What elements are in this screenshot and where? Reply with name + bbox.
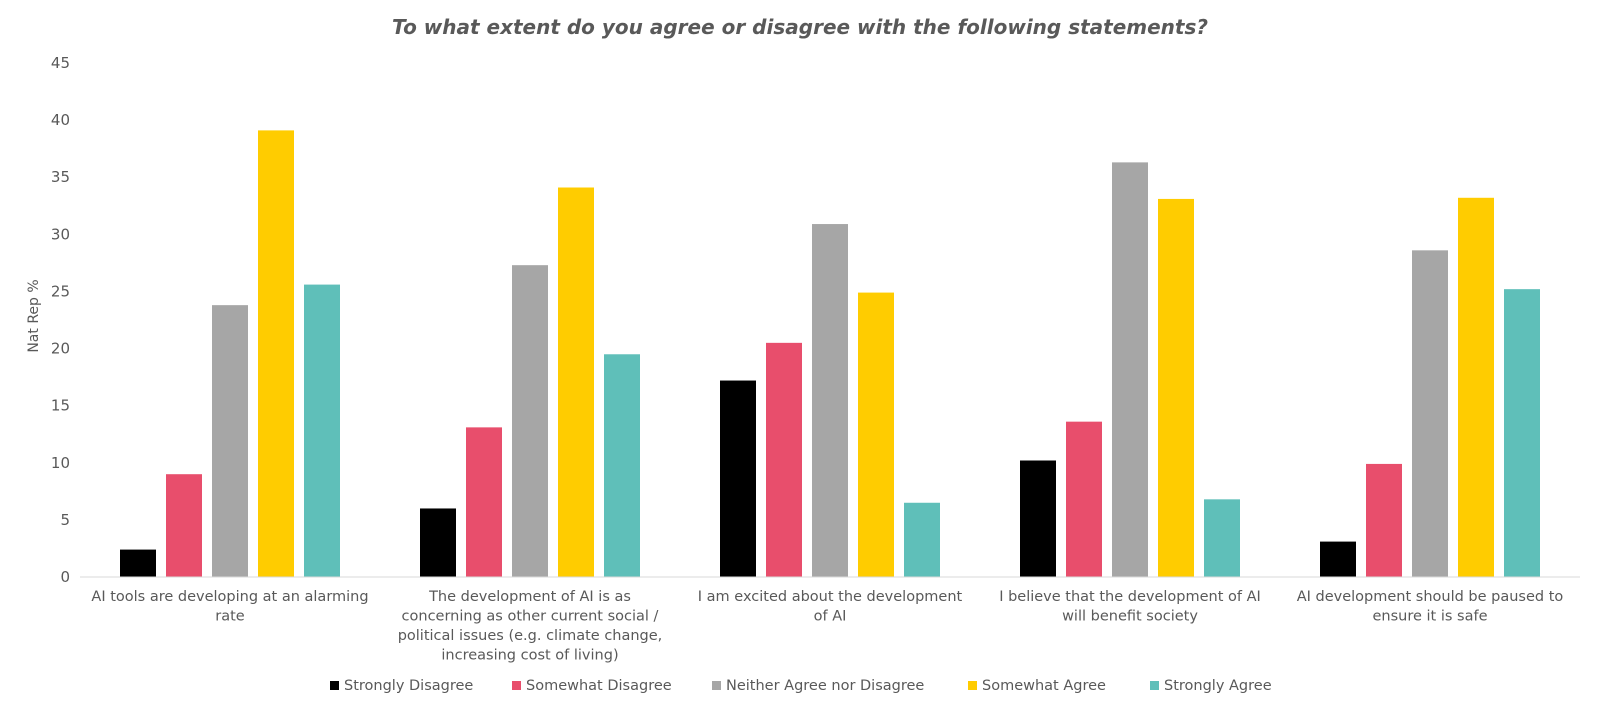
legend: Strongly Disagree Somewhat Disagree Neithe… bbox=[330, 678, 1272, 694]
y-axis-ticks: 0 5 10 15 20 25 30 35 40 45 bbox=[51, 54, 70, 586]
bar-neither-agree-nor-disagree-4 bbox=[1112, 162, 1148, 577]
legend-swatch bbox=[330, 681, 339, 690]
bar-somewhat-disagree-1 bbox=[166, 474, 202, 577]
legend-label: Strongly Disagree bbox=[344, 678, 473, 694]
bar-neither-agree-nor-disagree-3 bbox=[812, 224, 848, 577]
bar-neither-agree-nor-disagree-5 bbox=[1412, 250, 1448, 577]
y-tick-label: 15 bbox=[51, 397, 70, 415]
bar-strongly-agree-1 bbox=[304, 284, 340, 577]
y-tick-label: 0 bbox=[60, 568, 70, 586]
bar-somewhat-disagree-4 bbox=[1066, 421, 1102, 577]
category-labels: AI tools are developing at an alarming ra… bbox=[91, 589, 1563, 664]
legend-swatch bbox=[712, 681, 721, 690]
bar-neither-agree-nor-disagree-2 bbox=[512, 265, 548, 577]
bar-strongly-agree-3 bbox=[904, 502, 940, 577]
bar-somewhat-disagree-2 bbox=[466, 427, 502, 577]
bar-somewhat-agree-1 bbox=[258, 130, 294, 577]
bar-series bbox=[120, 130, 1540, 577]
bar-strongly-agree-2 bbox=[604, 354, 640, 577]
y-tick-label: 35 bbox=[51, 168, 70, 186]
y-tick-label: 40 bbox=[51, 111, 70, 129]
y-tick-label: 10 bbox=[51, 454, 70, 472]
bar-strongly-disagree-2 bbox=[420, 508, 456, 577]
legend-label: Strongly Agree bbox=[1164, 678, 1272, 694]
bar-somewhat-agree-3 bbox=[858, 292, 894, 577]
bar-somewhat-disagree-3 bbox=[766, 342, 802, 577]
legend-swatch bbox=[1150, 681, 1159, 690]
legend-label: Somewhat Disagree bbox=[526, 678, 672, 694]
chart-title: To what extent do you agree or disagree … bbox=[392, 15, 1208, 39]
legend-swatch bbox=[968, 681, 977, 690]
bar-neither-agree-nor-disagree-1 bbox=[212, 305, 248, 577]
category-label: I am excited about the development of AI bbox=[698, 589, 963, 625]
bar-somewhat-agree-4 bbox=[1158, 198, 1194, 577]
legend-swatch bbox=[512, 681, 521, 690]
y-tick-label: 25 bbox=[51, 282, 70, 300]
category-label: I believe that the development of AI will… bbox=[999, 589, 1261, 625]
bar-somewhat-disagree-5 bbox=[1366, 463, 1402, 577]
bar-strongly-disagree-1 bbox=[120, 549, 156, 577]
bar-strongly-agree-5 bbox=[1504, 289, 1540, 577]
legend-label: Somewhat Agree bbox=[982, 678, 1106, 694]
y-tick-label: 45 bbox=[51, 54, 70, 72]
bar-strongly-agree-4 bbox=[1204, 499, 1240, 577]
y-tick-label: 30 bbox=[51, 225, 70, 243]
bar-somewhat-agree-2 bbox=[558, 187, 594, 577]
category-label: The development of AI is as concerning as… bbox=[398, 589, 663, 664]
y-axis-label: Nat Rep % bbox=[26, 279, 42, 352]
legend-label: Neither Agree nor Disagree bbox=[726, 678, 924, 694]
bar-strongly-disagree-4 bbox=[1020, 460, 1056, 577]
bar-strongly-disagree-3 bbox=[720, 380, 756, 577]
bar-somewhat-agree-5 bbox=[1458, 197, 1494, 577]
category-label: AI tools are developing at an alarming ra… bbox=[91, 589, 368, 625]
y-tick-label: 20 bbox=[51, 340, 70, 358]
bar-strongly-disagree-5 bbox=[1320, 541, 1356, 577]
y-tick-label: 5 bbox=[60, 511, 70, 529]
category-label: AI development should be paused to ensure… bbox=[1297, 589, 1564, 625]
